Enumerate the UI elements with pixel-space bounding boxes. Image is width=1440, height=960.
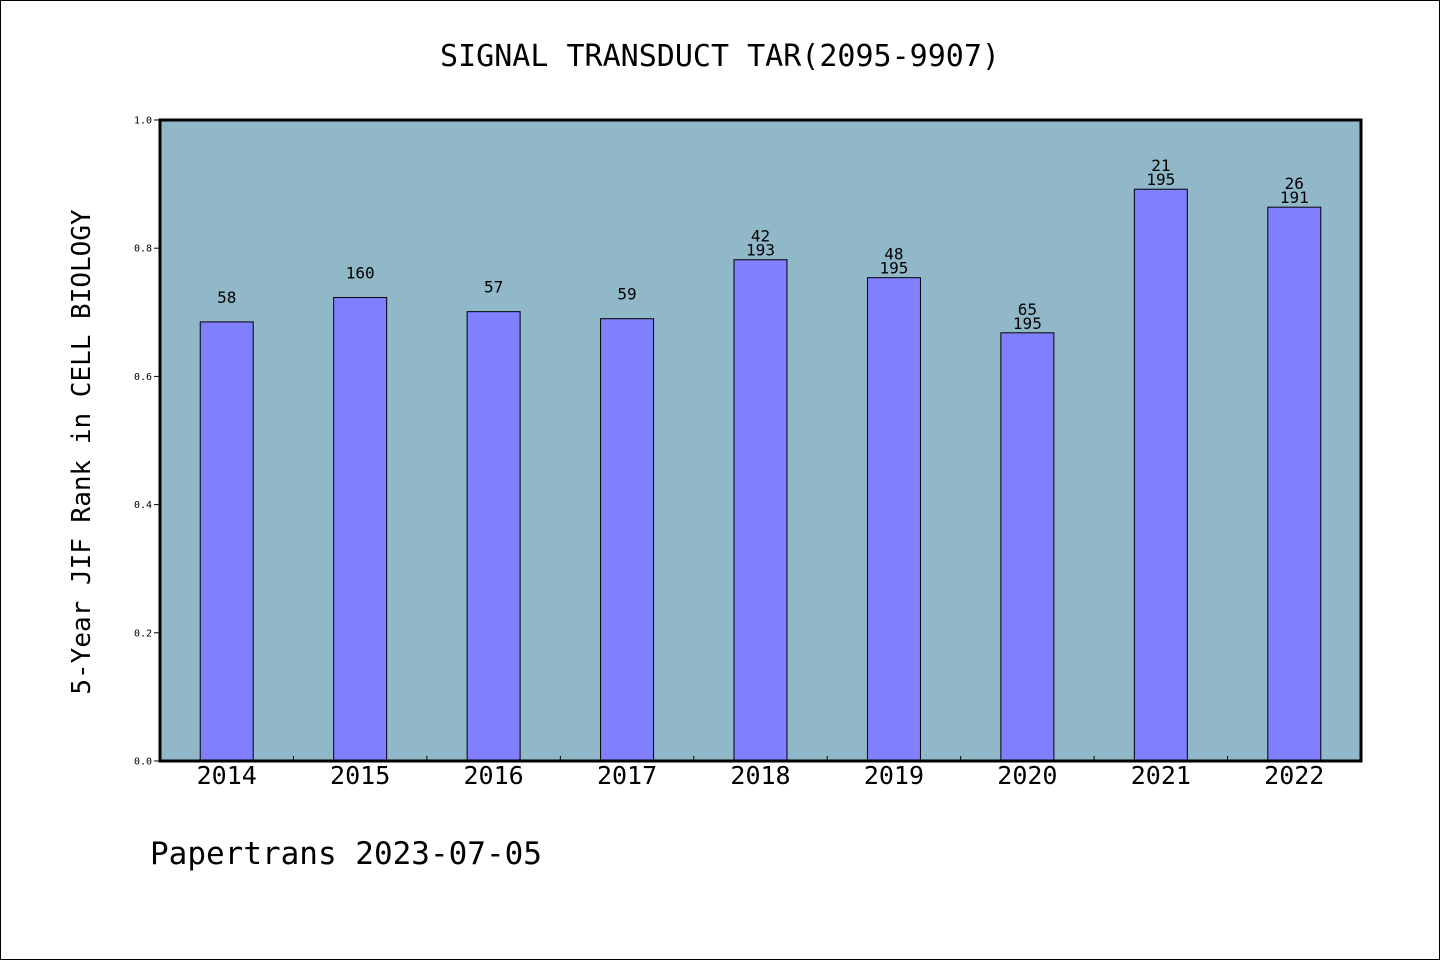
footer-text: Papertrans 2023-07-05 <box>150 836 542 872</box>
y-tick-label: 0.8 <box>134 244 152 255</box>
y-tick-label: 0.2 <box>134 628 152 639</box>
y-axis-label: 5-Year JIF Rank in CELL BIOLOGY <box>67 209 97 695</box>
x-tick-label: 2019 <box>864 761 924 790</box>
bar-rank-label: 57 <box>484 278 503 297</box>
x-tick-label: 2021 <box>1131 761 1191 790</box>
bar-rank-label: 26 <box>1285 174 1304 193</box>
bar-rank-label: 58 <box>217 288 236 307</box>
y-tick-label: 0.6 <box>134 372 152 383</box>
bar-2021 <box>1133 188 1188 762</box>
x-tick-label: 2014 <box>197 761 257 790</box>
bar-2020 <box>1000 332 1055 762</box>
bar-rank-label: 59 <box>617 285 636 304</box>
x-tick-label: 2016 <box>464 761 524 790</box>
bar-total-label: 191 <box>1280 188 1309 207</box>
ticks-group: 0.0 0.2 0.4 0.6 0.8 1.0 2014 2015 2016 2017 2018 20… <box>134 116 1324 791</box>
y-tick-label: 1.0 <box>134 116 152 127</box>
bar-rank-label: 21 <box>1151 156 1170 175</box>
bar-2015 <box>333 297 388 762</box>
x-tick-label: 2017 <box>597 761 657 790</box>
bar-total-label: 195 <box>1146 170 1175 189</box>
bar-rank-label: 65 <box>1018 300 1037 319</box>
bar-total-label: 195 <box>1013 314 1042 333</box>
y-tick-label: 0.0 <box>134 757 152 768</box>
x-tick-label: 2020 <box>997 761 1057 790</box>
bar-2022 <box>1267 206 1322 762</box>
bar-total-label: 195 <box>879 259 908 278</box>
x-tick-label: 2022 <box>1264 761 1324 790</box>
y-tick-label: 0.4 <box>134 500 152 511</box>
x-tick-label: 2018 <box>730 761 790 790</box>
bar-2018 <box>733 259 788 762</box>
plot-border <box>158 118 1363 763</box>
bar-rank-label: 48 <box>884 245 903 264</box>
bar-total-label: 193 <box>746 241 775 260</box>
bar-rank-label: 160 <box>346 264 375 283</box>
x-tick-label: 2015 <box>330 761 390 790</box>
bar-rank-label: 42 <box>751 227 770 246</box>
bar-2014 <box>199 321 254 762</box>
bar-2017 <box>600 318 655 762</box>
bar-2016 <box>466 311 521 762</box>
chart-title: SIGNAL TRANSDUCT TAR(2095-9907) <box>440 39 1000 74</box>
bar-2019 <box>866 277 921 762</box>
